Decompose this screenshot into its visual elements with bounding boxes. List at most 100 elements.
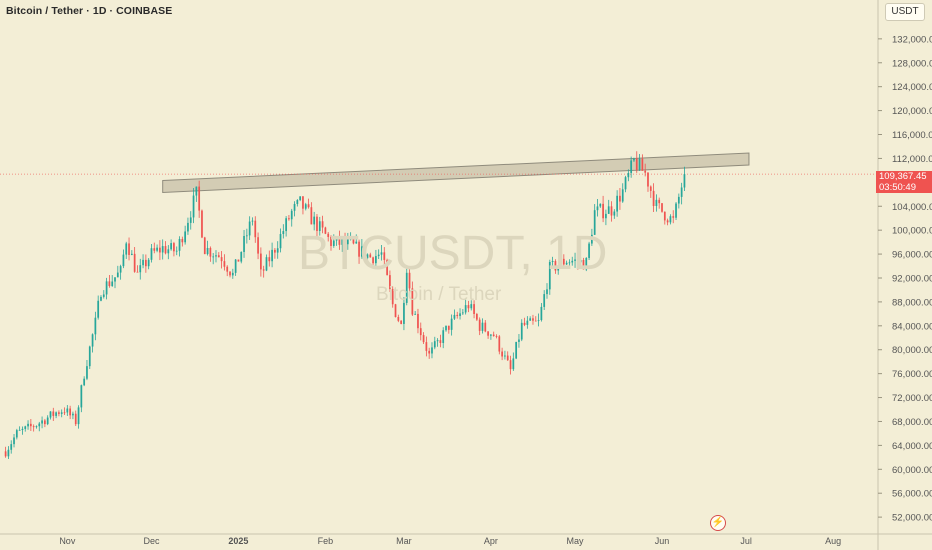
candle-body — [161, 246, 164, 253]
candle-body — [285, 218, 287, 232]
y-tick-label: 52,000.00 — [892, 513, 932, 524]
candle-body — [100, 296, 102, 301]
candle-body — [167, 249, 170, 254]
candle-body — [551, 261, 554, 262]
candle-body — [442, 330, 445, 343]
x-tick-label: Dec — [143, 536, 160, 546]
candle-body — [282, 231, 285, 235]
candle-body — [304, 204, 307, 209]
candle-body — [389, 275, 391, 289]
candle-body — [579, 259, 582, 263]
candle-body — [327, 233, 330, 237]
candle-body — [537, 320, 540, 321]
candle-body — [523, 322, 526, 325]
candle-body — [358, 241, 360, 257]
candle-body — [195, 186, 198, 196]
candle-body — [262, 269, 265, 271]
candle-body — [125, 243, 128, 255]
candle-body — [114, 277, 116, 282]
symbol-title[interactable]: Bitcoin / Tether · 1D · COINBASE — [6, 5, 173, 17]
candle-body — [324, 227, 327, 234]
candle-body — [91, 334, 94, 347]
candle-body — [268, 257, 271, 262]
candle-body — [212, 256, 215, 258]
candle-body — [557, 265, 560, 271]
y-tick-label: 80,000.00 — [892, 345, 932, 356]
candle-body — [248, 221, 251, 236]
candle-body — [529, 318, 532, 321]
candle-body — [330, 236, 332, 246]
candle-body — [588, 243, 590, 258]
candle-body — [21, 428, 24, 430]
candle-body — [394, 304, 397, 318]
bar-countdown: 03:50:49 — [876, 182, 932, 193]
candle-body — [520, 322, 523, 340]
candle-body — [74, 413, 77, 425]
candle-body — [203, 237, 206, 255]
candle-body — [526, 320, 529, 325]
candle-body — [641, 158, 644, 171]
candle-body — [380, 252, 383, 255]
candle-body — [363, 246, 366, 259]
candle-body — [153, 248, 156, 251]
candle-body — [582, 259, 585, 270]
candle-body — [332, 240, 335, 246]
candle-body — [386, 259, 388, 276]
candle-body — [624, 177, 627, 190]
candle-body — [638, 158, 641, 170]
y-tick-label: 116,000.00 — [892, 130, 932, 141]
y-tick-label: 100,000.00 — [892, 226, 932, 237]
candle-body — [585, 257, 588, 270]
candle-body — [456, 314, 459, 317]
candle-body — [414, 313, 417, 315]
currency-button[interactable]: USDT — [885, 3, 925, 21]
y-tick-label: 132,000.00 — [892, 34, 932, 45]
candle-body — [548, 261, 551, 290]
candle-body — [475, 313, 478, 320]
candle-body — [635, 158, 638, 170]
candle-body — [254, 220, 257, 238]
candle-body — [613, 211, 616, 216]
candle-body — [481, 322, 484, 331]
candle-body — [366, 254, 369, 259]
y-tick-label: 124,000.00 — [892, 82, 932, 93]
candle-body — [677, 196, 680, 204]
candle-body — [288, 218, 290, 220]
candle-body — [217, 255, 220, 258]
candle-body — [658, 199, 661, 204]
candle-body — [602, 203, 604, 219]
candle-body — [568, 262, 571, 264]
candle-body — [459, 313, 461, 317]
candle-body — [512, 358, 515, 370]
candle-body — [666, 220, 669, 223]
candle-body — [215, 255, 217, 257]
candle-body — [7, 449, 10, 457]
candle-body — [534, 320, 537, 322]
candle-body — [184, 231, 187, 243]
candle-body — [461, 312, 464, 314]
candle-body — [484, 322, 487, 332]
candle-body — [290, 210, 293, 220]
candle-body — [509, 360, 512, 370]
candle-body — [574, 259, 576, 261]
candle-body — [593, 210, 596, 235]
candle-body — [178, 239, 181, 251]
candle-body — [128, 243, 130, 255]
candle-body — [302, 196, 304, 209]
candle-body — [335, 236, 338, 241]
candle-body — [32, 426, 35, 428]
candle-body — [417, 313, 419, 329]
candle-body — [672, 216, 675, 218]
y-tick-label: 76,000.00 — [892, 369, 932, 380]
candle-body — [223, 261, 226, 267]
candle-body — [470, 304, 473, 309]
lightning-icon[interactable]: ⚡ — [710, 515, 726, 531]
candle-body — [122, 254, 125, 267]
candle-body — [428, 350, 431, 354]
candle-body — [560, 258, 562, 266]
candle-body — [433, 341, 436, 348]
candle-body — [271, 249, 273, 262]
candle-body — [220, 257, 223, 262]
candle-body — [355, 241, 358, 244]
